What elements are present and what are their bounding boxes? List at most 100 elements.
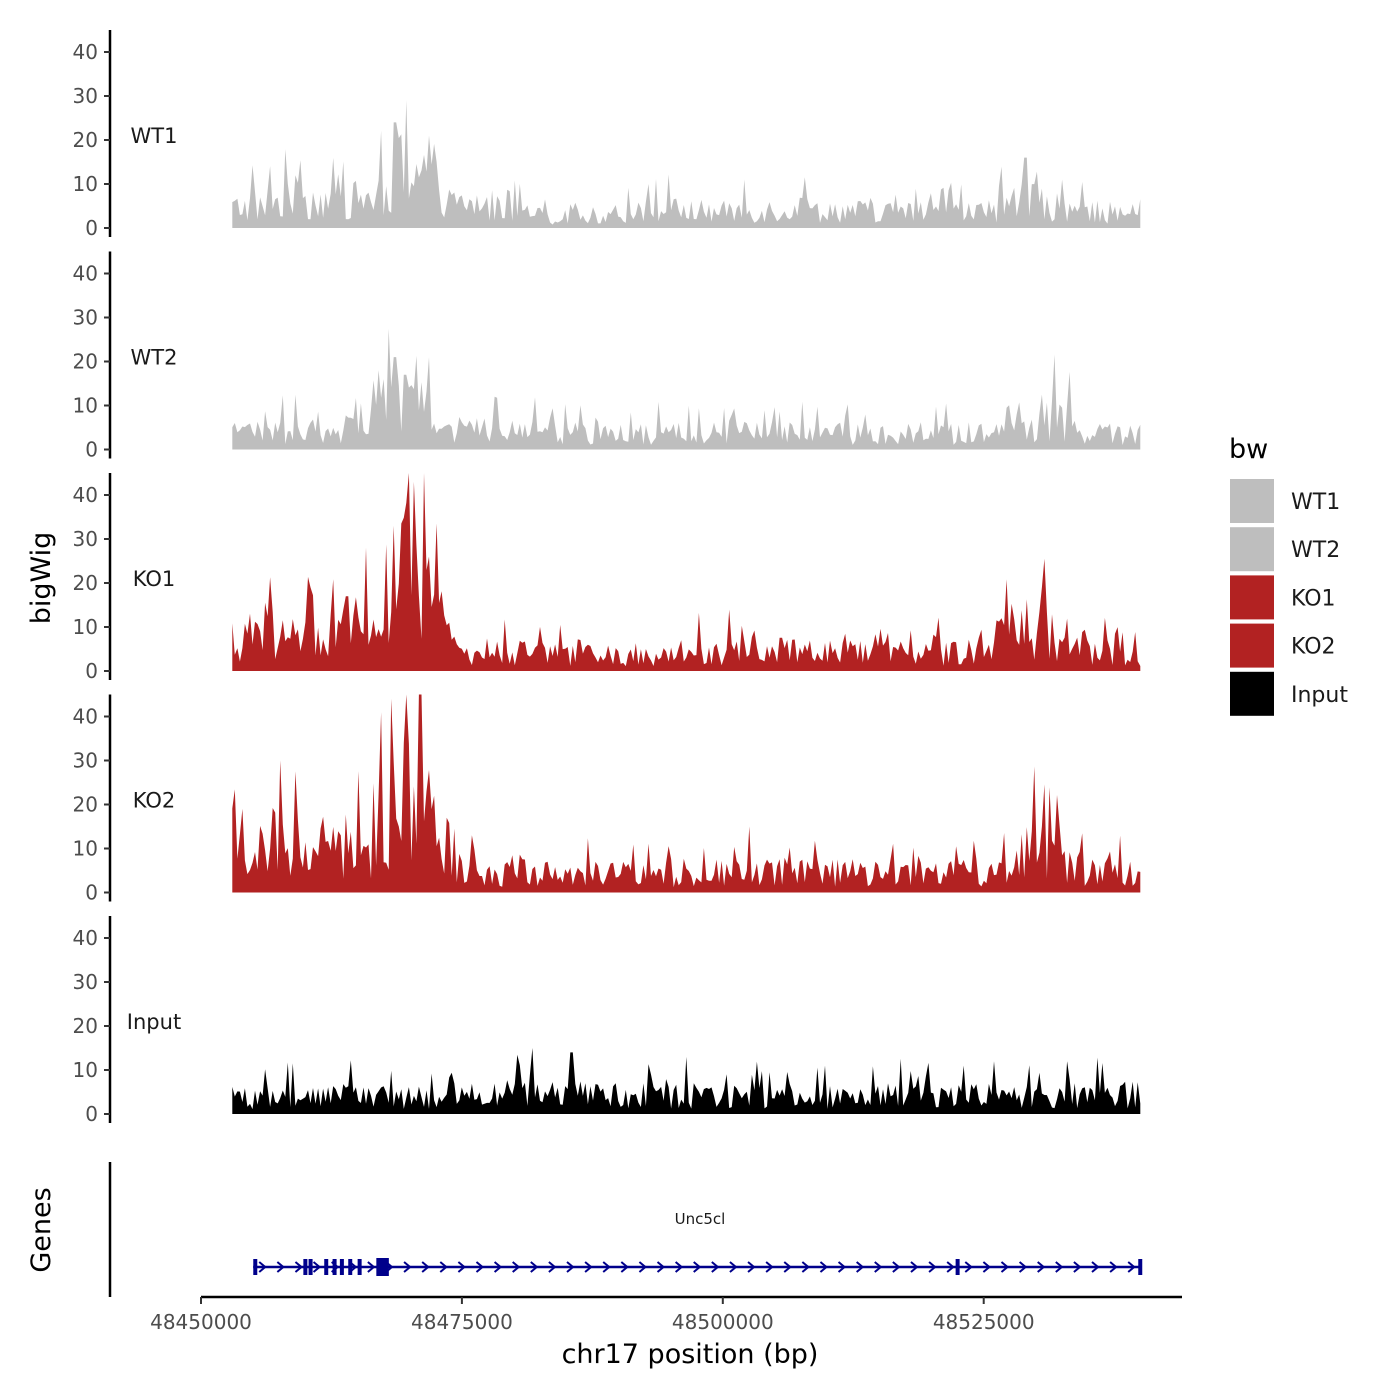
legend-label: WT2 xyxy=(1291,538,1340,563)
strand-arrow xyxy=(837,1261,847,1273)
y-tick-label: 40 xyxy=(73,483,98,507)
track-label-ko1: KO1 xyxy=(133,567,176,591)
y-tick-label: 0 xyxy=(85,216,98,240)
track-wt2: 0 10 20 30 40 WT2 xyxy=(73,251,1141,462)
legend-item-ko1: KO1 xyxy=(1230,575,1336,620)
y-tick-label: 10 xyxy=(73,615,98,639)
track-input: 0 10 20 30 40 Input xyxy=(73,916,1141,1126)
legend-label: KO2 xyxy=(1291,635,1336,660)
x-ticks: 48450000 48475000 48500000 48525000 xyxy=(150,1297,1035,1334)
legend: bw WT1 WT2 KO1 KO2 Input xyxy=(1229,434,1348,716)
strand-arrow xyxy=(1000,1261,1010,1273)
x-tick-label: 48500000 xyxy=(672,1310,774,1334)
strand-arrow xyxy=(856,1261,865,1273)
strand-arrow xyxy=(620,1261,629,1273)
y-tick-label: 20 xyxy=(73,793,98,817)
strand-arrow xyxy=(638,1261,647,1273)
y-tick-label: 40 xyxy=(73,262,98,286)
signal-area-wt1 xyxy=(232,100,1141,228)
track-ko1: 0 10 20 30 40 KO1 xyxy=(73,473,1141,683)
strand-arrow xyxy=(819,1261,829,1273)
signal-area-ko2 xyxy=(232,694,1141,893)
exon xyxy=(332,1259,337,1275)
legend-item-input: Input xyxy=(1230,671,1348,716)
strand-arrow xyxy=(276,1261,285,1273)
strand-arrow xyxy=(693,1261,702,1273)
legend-item-wt1: WT1 xyxy=(1230,479,1340,523)
legend-swatch xyxy=(1230,479,1274,523)
strand-arrow xyxy=(928,1261,937,1273)
y-tick-label: 40 xyxy=(73,40,98,64)
strand-arrow xyxy=(602,1261,611,1273)
strand-arrow xyxy=(1055,1261,1064,1273)
exon xyxy=(339,1259,344,1275)
strand-arrow xyxy=(403,1261,412,1273)
x-tick-label: 48450000 xyxy=(150,1310,252,1334)
strand-arrow xyxy=(729,1261,738,1273)
track-ko2: 0 10 20 30 40 KO2 xyxy=(73,694,1141,905)
strand-arrow xyxy=(457,1261,466,1273)
strand-arrow xyxy=(747,1261,756,1273)
strand-arrow xyxy=(892,1261,901,1273)
strand-arrow xyxy=(548,1261,557,1273)
y-tick-label: 20 xyxy=(73,1014,98,1038)
large-exon xyxy=(376,1258,389,1276)
strand-arrow xyxy=(783,1261,792,1273)
y-tick-label: 30 xyxy=(73,527,98,551)
gene-track: Unc5cl xyxy=(108,1162,1143,1297)
strand-arrow xyxy=(1018,1261,1028,1273)
y-tick-label: 30 xyxy=(73,749,98,773)
strand-arrow xyxy=(946,1261,955,1273)
exon xyxy=(253,1259,258,1275)
y-tick-label: 0 xyxy=(85,438,98,462)
strand-arrow xyxy=(530,1261,539,1273)
y-tick-label: 10 xyxy=(73,1058,98,1082)
strand-arrow xyxy=(765,1261,774,1273)
strand-arrow xyxy=(512,1261,521,1273)
strand-arrow xyxy=(493,1261,503,1273)
strand-arrow xyxy=(475,1261,485,1273)
strand-arrow xyxy=(1127,1261,1136,1273)
x-axis-title: chr17 position (bp) xyxy=(562,1339,819,1370)
bigwig-tracks: 0 10 20 30 40 WT1 0 10 20 30 40 WT2 0 10 20 30 40 KO1 0 10 2… xyxy=(73,30,1141,1126)
exon xyxy=(348,1259,353,1275)
y-axis-title: bigWig xyxy=(26,532,57,625)
strand-arrow xyxy=(1037,1261,1046,1273)
strand-arrow xyxy=(1109,1261,1118,1273)
x-axis: 48450000 48475000 48500000 48525000 chr17 p… xyxy=(150,1295,1182,1370)
strand-arrow xyxy=(1091,1261,1100,1273)
track-label-ko2: KO2 xyxy=(133,789,176,813)
gene-name-label: Unc5cl xyxy=(675,1210,726,1228)
legend-title: bw xyxy=(1229,434,1268,465)
legend-swatch xyxy=(1230,575,1274,620)
strand-arrow xyxy=(312,1261,322,1273)
y-tick-label: 20 xyxy=(73,128,98,152)
exon xyxy=(324,1259,329,1275)
signal-area-input xyxy=(232,1048,1141,1114)
strand-arrow xyxy=(421,1261,430,1273)
y-tick-label: 30 xyxy=(73,970,98,994)
strand-arrow xyxy=(656,1261,666,1273)
strand-arrow xyxy=(258,1261,267,1273)
legend-swatch xyxy=(1230,623,1274,668)
strand-arrow xyxy=(982,1261,991,1273)
strand-arrow xyxy=(874,1261,883,1273)
strand-arrow xyxy=(584,1261,593,1273)
strand-arrow xyxy=(910,1261,919,1273)
y-tick-label: 0 xyxy=(85,659,98,683)
y-tick-label: 10 xyxy=(73,837,98,861)
exon xyxy=(955,1259,960,1275)
y-tick-label: 0 xyxy=(85,881,98,905)
legend-swatch xyxy=(1230,671,1274,716)
exon xyxy=(357,1259,362,1275)
legend-swatch xyxy=(1230,527,1274,572)
legend-label: Input xyxy=(1291,683,1348,708)
track-wt1: 0 10 20 30 40 WT1 xyxy=(73,30,1141,240)
exon xyxy=(1138,1259,1143,1275)
x-tick-label: 48475000 xyxy=(411,1310,513,1334)
strand-arrow xyxy=(711,1261,720,1273)
y-tick-label: 40 xyxy=(73,705,98,729)
gene-model xyxy=(253,1258,1143,1276)
track-label-wt2: WT2 xyxy=(131,346,178,370)
